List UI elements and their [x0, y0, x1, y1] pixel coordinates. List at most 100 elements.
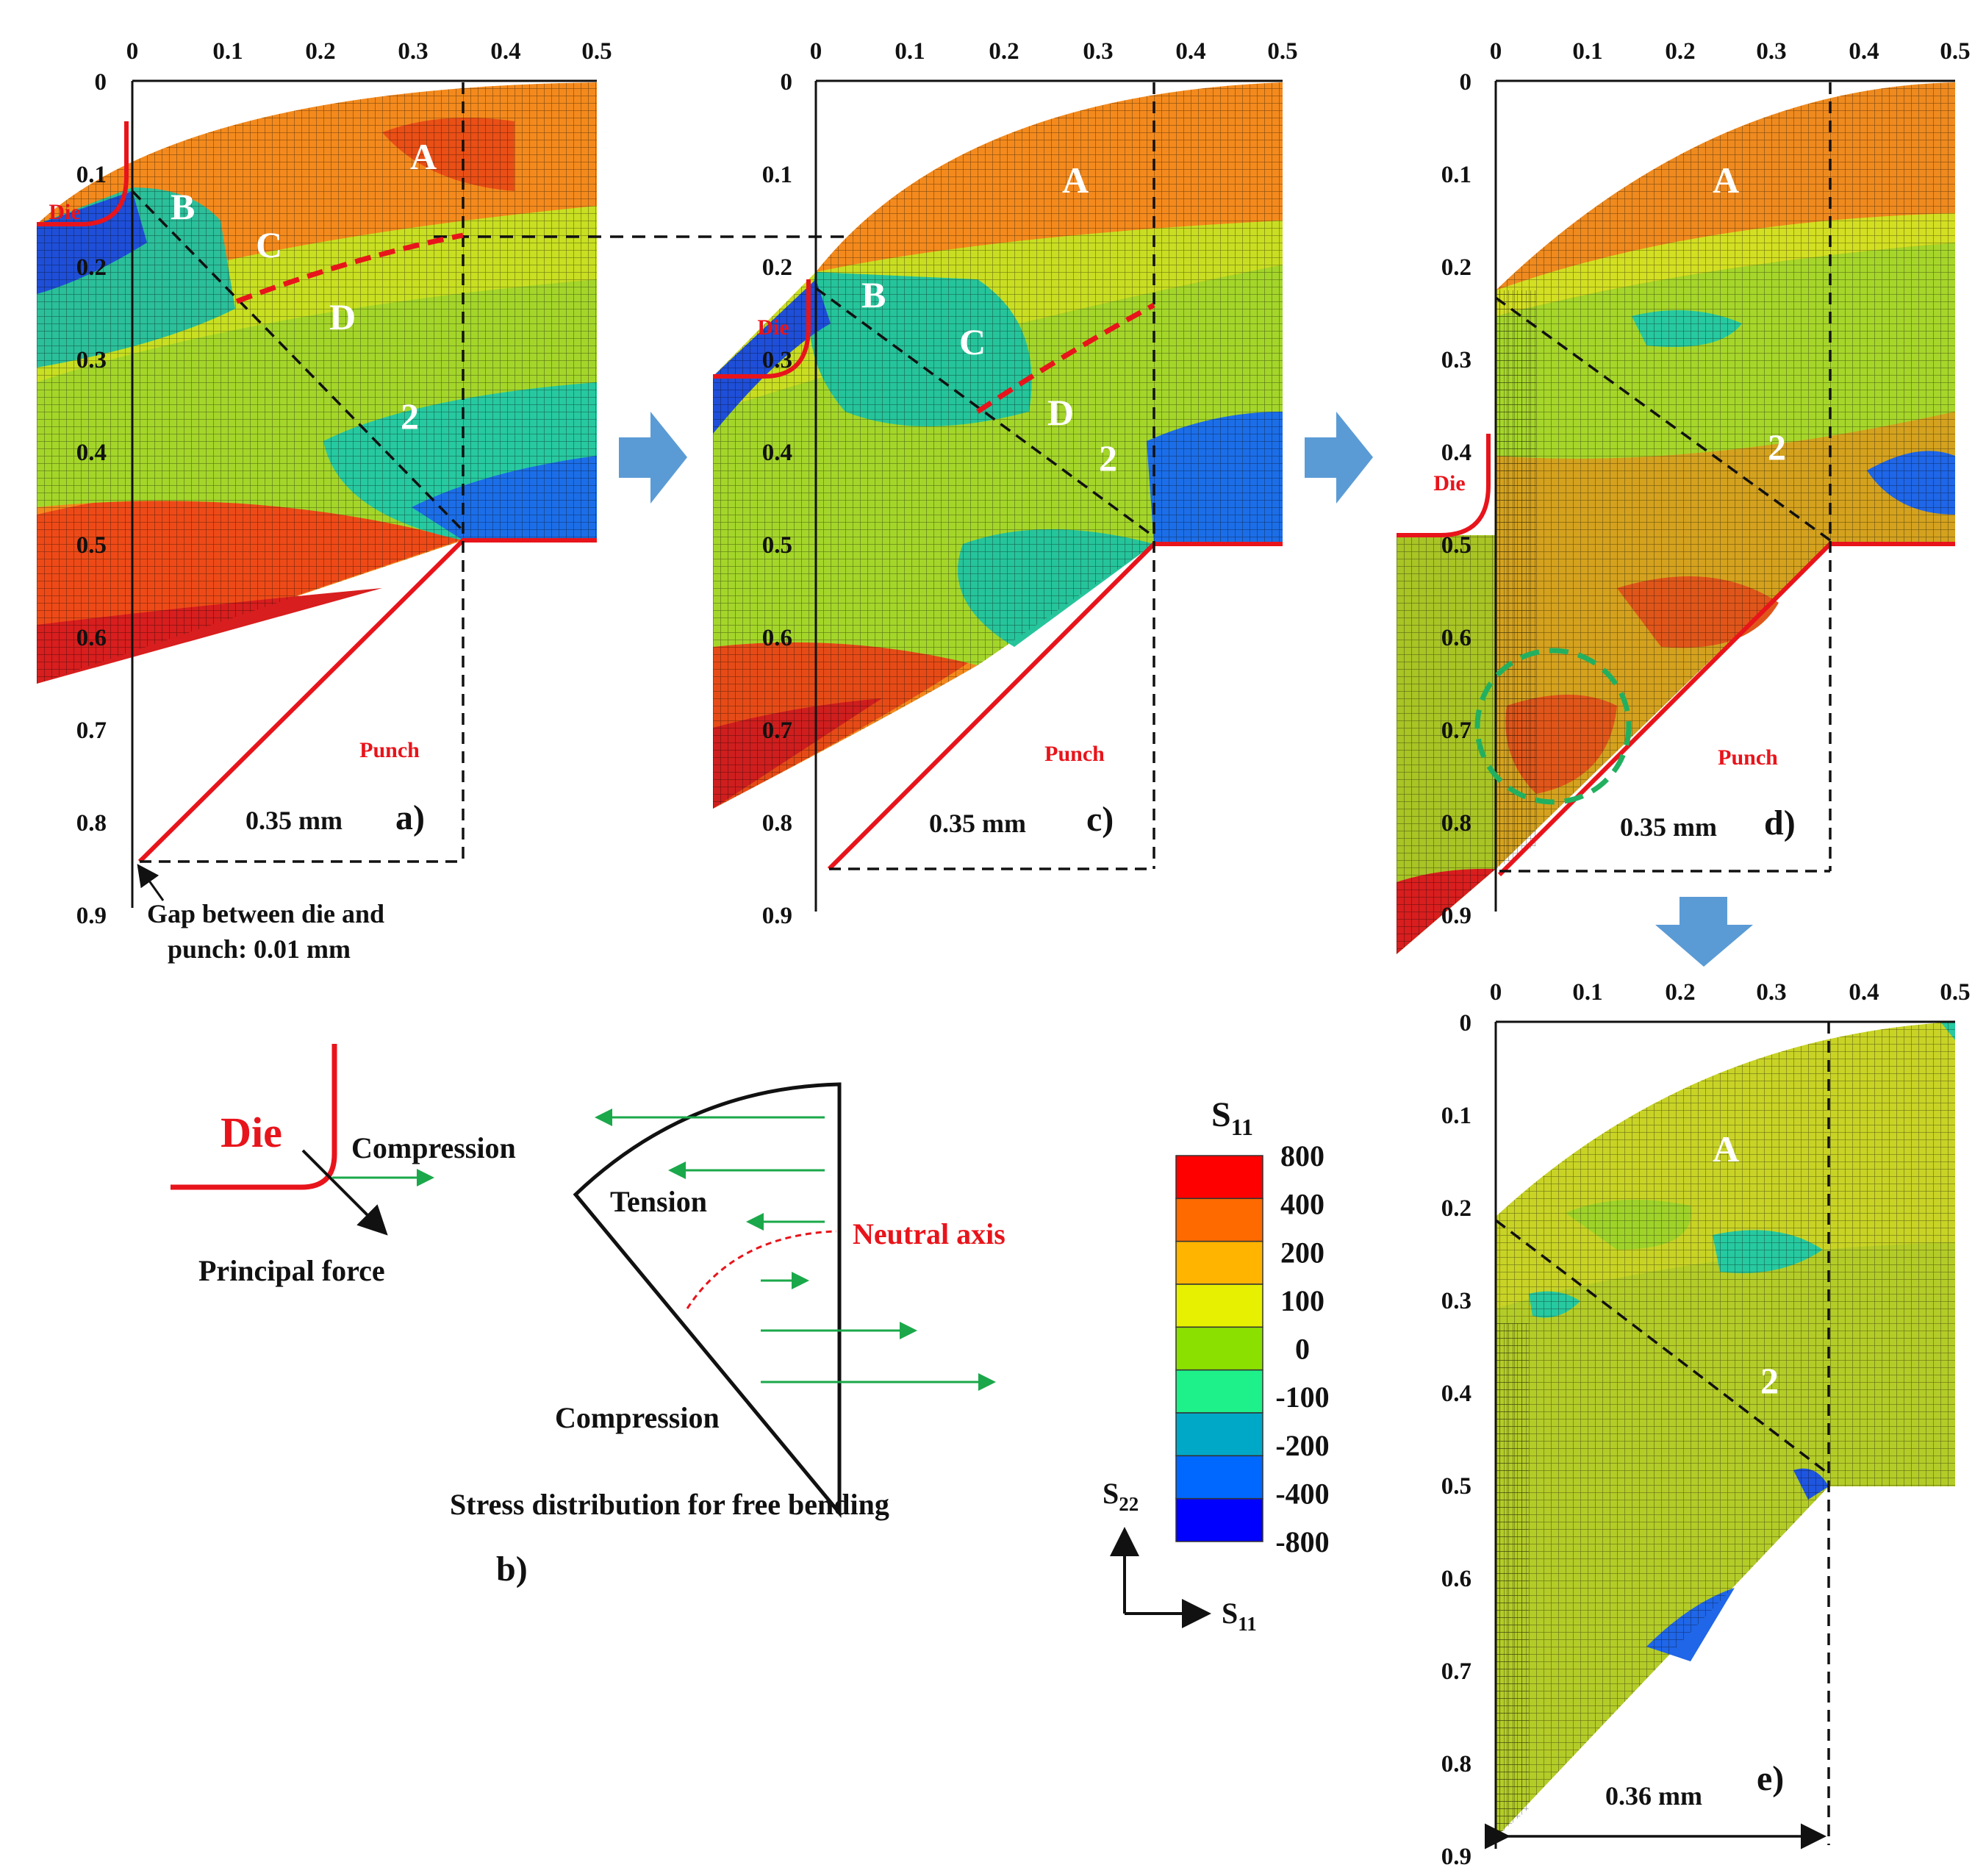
width-label-d: 0.35 mm	[1620, 812, 1717, 842]
y-tick: 0.7	[1441, 717, 1471, 744]
y-tick: 0.8	[1441, 810, 1471, 837]
x-tick: 0.4	[1175, 38, 1205, 65]
punch-label-d: Punch	[1718, 745, 1778, 770]
legend-level-label: -400	[1275, 1477, 1329, 1510]
punch-label-c: Punch	[1044, 742, 1105, 766]
y-tick: 0.7	[762, 717, 792, 744]
legend-level-label: 0	[1295, 1333, 1310, 1366]
x-ticks-d: 0 0.1 0.2 0.3 0.4 0.5	[1490, 38, 1971, 65]
die-label-d: Die	[1433, 471, 1465, 495]
legend-swatch	[1175, 1455, 1263, 1500]
flow-arrow-3	[1655, 897, 1753, 967]
width-label-a: 0.35 mm	[245, 806, 343, 835]
legend-level-label: -800	[1275, 1525, 1329, 1558]
zone-label: 2	[1760, 1360, 1779, 1401]
y-tick: 0.8	[1441, 1751, 1471, 1777]
panel-label-b: b)	[496, 1550, 528, 1589]
zone-label: 2	[1099, 437, 1117, 479]
y-ticks-e: 0 0.1 0.2 0.3 0.4 0.5 0.6 0.7 0.8 0.9	[1441, 1010, 1471, 1870]
zone-label: C	[256, 224, 282, 265]
y-tick: 0.7	[1441, 1658, 1471, 1685]
x-tick: 0.2	[1665, 38, 1695, 65]
die-label-c: Die	[757, 315, 789, 340]
x-tick: 0	[126, 38, 139, 65]
y-ticks-d: 0 0.1 0.2 0.3 0.4 0.5 0.6 0.7 0.8 0.9	[1441, 69, 1471, 929]
panel-label-d: d)	[1764, 803, 1796, 842]
legend-swatch	[1175, 1284, 1263, 1328]
zone-label: D	[329, 296, 356, 337]
y-tick: 0	[1460, 1010, 1472, 1037]
die-outline-d	[1397, 434, 1491, 537]
y-tick: 0.5	[76, 532, 107, 559]
panel-a: 0 0.1 0.2 0.3 0.4 0.5 0 0.1 0.2 0.3 0.4 …	[37, 38, 1194, 964]
zone-label: 2	[401, 395, 419, 437]
y-tick: 0.7	[76, 717, 107, 744]
die-schematic	[171, 1044, 337, 1190]
x-tick: 0.2	[1665, 979, 1695, 1006]
die-outline-a	[37, 121, 129, 226]
highlight-circle	[1474, 648, 1632, 805]
gap-note-line-1: Gap between die and	[147, 899, 384, 928]
y-tick: 0.5	[1441, 1473, 1471, 1500]
y-ticks-c: 0 0.1 0.2 0.3 0.4 0.5 0.6 0.7 0.8 0.9	[762, 69, 792, 929]
x-tick: 0.1	[212, 38, 243, 65]
panel-label-c: c)	[1086, 800, 1114, 839]
x-ticks-a: 0 0.1 0.2 0.3 0.4 0.5	[126, 38, 612, 65]
legend-swatch	[1175, 1412, 1263, 1457]
y-tick: 0.4	[762, 440, 792, 466]
y-tick: 0.8	[762, 810, 792, 837]
free-bending-caption: Stress distribution for free bending	[450, 1488, 889, 1521]
legend-swatch	[1175, 1155, 1263, 1200]
legend-swatch	[1175, 1326, 1263, 1371]
y-tick: 0.5	[762, 532, 792, 559]
zone-labels-c: A B C D 2	[861, 160, 1117, 479]
x-tick: 0.5	[581, 38, 612, 65]
y-tick: 0.6	[762, 625, 792, 651]
panel-c: 0 0.1 0.2 0.3 0.4 0.5 0 0.1 0.2 0.3 0.4 …	[713, 38, 1298, 929]
zone-label: B	[171, 186, 195, 227]
y-tick: 0	[781, 69, 793, 96]
zone-label: 2	[1768, 426, 1786, 468]
x-tick: 0.1	[895, 38, 925, 65]
x-tick: 0.3	[1083, 38, 1113, 65]
y-tick: 0	[1460, 69, 1472, 96]
y-tick: 0	[95, 69, 107, 96]
x-tick: 0.5	[1940, 979, 1970, 1006]
zone-label: A	[1062, 160, 1089, 201]
s11-legend: S11 800 400 200 100 0 -100 -200 -400 -800 S22 S1…	[1103, 1095, 1330, 1635]
y-tick: 0.1	[762, 162, 792, 188]
x-tick: 0	[810, 38, 822, 65]
x-ticks-e: 0 0.1 0.2 0.3 0.4 0.5	[1490, 979, 1971, 1006]
y-tick: 0.3	[76, 347, 107, 373]
y-tick: 0.3	[1441, 347, 1471, 373]
y-tick: 0.1	[1441, 162, 1471, 188]
principal-force-label: Principal force	[198, 1254, 385, 1287]
y-tick: 0.2	[76, 254, 107, 281]
zone-labels-d: A 2	[1713, 160, 1786, 468]
zone-label: D	[1047, 392, 1074, 433]
x-tick: 0.4	[1849, 979, 1879, 1006]
y-tick: 0.9	[1441, 903, 1471, 929]
panel-d: 0 0.1 0.2 0.3 0.4 0.5 0 0.1 0.2 0.3 0.4 …	[1397, 38, 1971, 954]
gap-note-line-2: punch: 0.01 mm	[168, 934, 351, 964]
width-label-c: 0.35 mm	[929, 809, 1026, 838]
y-tick: 0.1	[1441, 1103, 1471, 1129]
x-tick: 0.4	[1849, 38, 1879, 65]
y-tick: 0.4	[1441, 440, 1471, 466]
x-tick: 0.1	[1572, 979, 1602, 1006]
zone-labels-e: A 2	[1713, 1128, 1779, 1401]
x-tick: 0.3	[1756, 979, 1786, 1006]
zone-label: A	[1713, 1128, 1739, 1170]
legend-swatch	[1175, 1369, 1263, 1414]
x-tick: 0	[1490, 38, 1502, 65]
axis-label-s11: S11	[1222, 1597, 1257, 1635]
legend-level-label: -200	[1275, 1429, 1329, 1462]
zone-label: C	[959, 321, 986, 362]
y-tick: 0.1	[76, 162, 107, 188]
neutral-axis-label: Neutral axis	[853, 1217, 1005, 1250]
y-tick: 0.8	[76, 810, 107, 837]
y-tick: 0.2	[762, 254, 792, 281]
panel-b: Die Compression Principal force Tension …	[171, 1044, 1005, 1589]
legend-swatch	[1175, 1240, 1263, 1285]
